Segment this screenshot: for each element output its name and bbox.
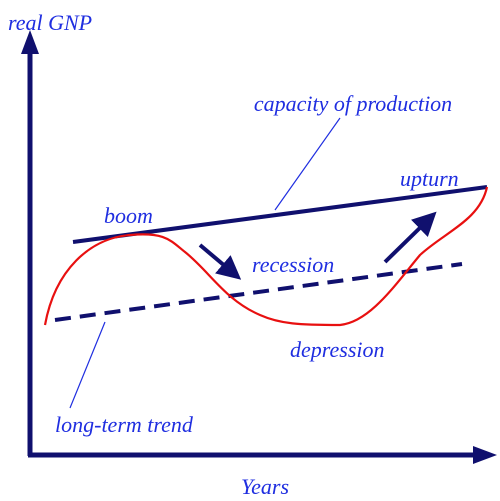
boom-label: boom	[104, 203, 153, 228]
upturn-arrow	[383, 211, 437, 264]
trend-pointer	[69, 321, 106, 409]
x-axis-arrow	[473, 446, 497, 464]
cycle-curve	[43, 186, 489, 327]
upturn-label: upturn	[400, 166, 459, 191]
y-axis-label: real GNP	[8, 10, 92, 35]
recession-label: recession	[252, 252, 334, 277]
trend-label: long-term trend	[55, 412, 194, 437]
y-axis-arrow	[21, 30, 39, 54]
x-axis-label: Years	[241, 474, 289, 499]
trend-line	[54, 262, 463, 322]
depression-label: depression	[290, 337, 385, 362]
capacity-label: capacity of production	[254, 91, 452, 116]
capacity-pointer	[274, 117, 341, 211]
recession-arrow	[198, 243, 242, 280]
capacity-line	[72, 185, 488, 244]
